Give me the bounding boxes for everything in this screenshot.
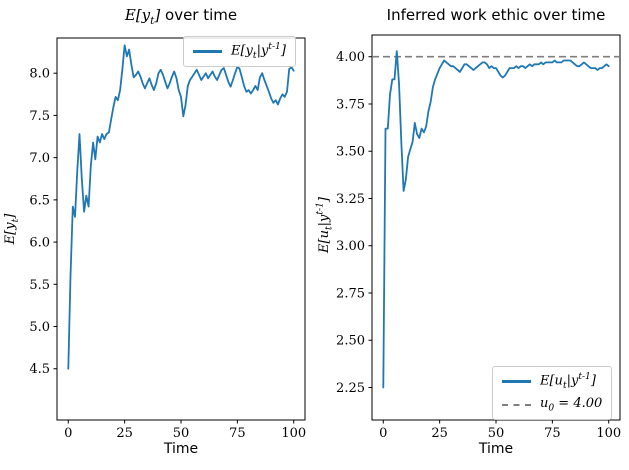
x-tick-label: 0 [379, 426, 387, 441]
legend-right-row-series: E[ut|yt-1] [502, 372, 602, 391]
y-axis-label-right: E[ut|yt-1] [315, 197, 335, 253]
x-tick-label: 0 [64, 426, 72, 441]
y-tick-label: 3.00 [336, 239, 365, 254]
y-tick-label: 7.5 [29, 109, 50, 124]
legend-right: E[ut|yt-1] u0 = 4.00 [492, 366, 613, 420]
y-tick-label: 8.0 [29, 67, 50, 82]
left-chart-title-text: over time [160, 6, 238, 24]
series-line [382, 50, 610, 389]
y-tick-label: 5.5 [29, 278, 50, 293]
x-tick-label: 50 [488, 426, 505, 441]
y-tick-label: 6.0 [29, 236, 50, 251]
legend-dashed-line-sample [502, 403, 531, 406]
legend-solid-line-sample [193, 50, 222, 53]
left-chart-title-math: E[yt] [124, 6, 161, 27]
y-tick-label: 3.75 [336, 97, 365, 112]
y-tick-label: 4.00 [336, 50, 365, 65]
y-tick-label: 2.75 [336, 286, 365, 301]
series-line [67, 44, 295, 370]
y-axis-label-left: E[yt] [3, 213, 21, 245]
y-tick-label: 7.0 [29, 151, 50, 166]
legend-left: E[yt|yt-1] [183, 36, 296, 67]
x-axis-label-left: Time [163, 441, 199, 457]
y-tick-label: 5.0 [29, 320, 50, 335]
legend-solid-line-sample [502, 380, 531, 383]
x-tick-label: 100 [596, 426, 621, 441]
plot-spine [371, 34, 621, 421]
y-tick-label: 3.50 [336, 145, 365, 160]
x-axis-label-right: Time [478, 441, 514, 457]
legend-right-series-label: E[ut|yt-1] [540, 372, 596, 391]
x-tick-label: 25 [116, 426, 133, 441]
x-tick-label: 100 [281, 426, 306, 441]
y-tick-label: 6.5 [29, 193, 50, 208]
right-chart-title: Inferred work ethic over time [372, 6, 620, 24]
y-tick-label: 2.50 [336, 334, 365, 349]
x-tick-label: 75 [544, 426, 561, 441]
legend-right-row-reference: u0 = 4.00 [502, 396, 602, 414]
y-tick-label: 4.5 [29, 362, 50, 377]
y-tick-label: 2.25 [336, 381, 365, 396]
legend-right-reference-label: u0 = 4.00 [540, 395, 603, 414]
x-tick-label: 25 [431, 426, 448, 441]
x-tick-label: 50 [173, 426, 190, 441]
legend-left-label: E[yt|yt-1] [231, 42, 286, 61]
left-chart-title: E[yt] over time [57, 6, 305, 27]
x-tick-label: 75 [229, 426, 246, 441]
legend-left-row: E[yt|yt-1] [193, 42, 286, 61]
right-chart-title-text: Inferred work ethic over time [386, 6, 606, 24]
y-tick-label: 3.25 [336, 192, 365, 207]
